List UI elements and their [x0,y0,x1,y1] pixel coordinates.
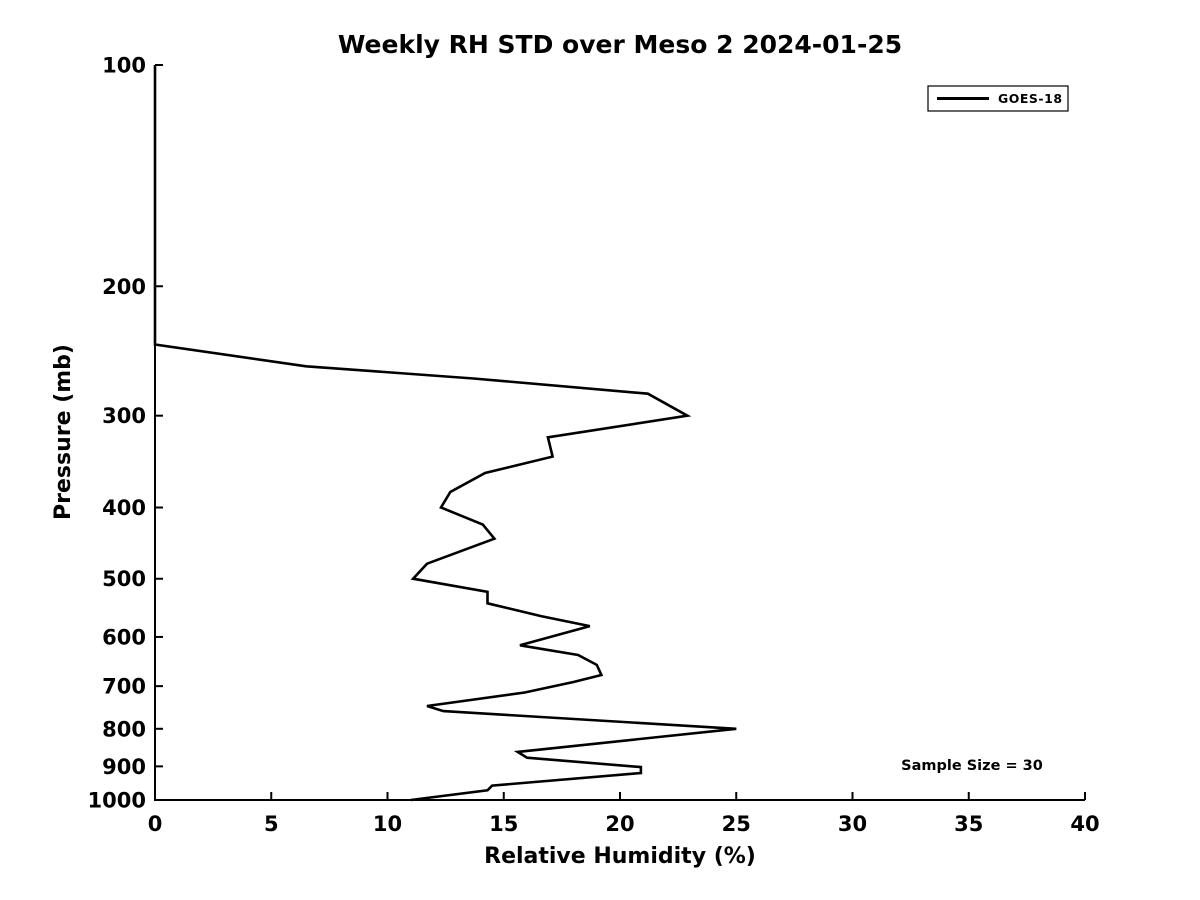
y-tick-label: 1000 [88,789,146,813]
x-tick-label: 10 [373,812,402,836]
x-tick-label: 20 [605,812,634,836]
y-tick-label: 600 [102,625,146,649]
goes18-series-line [153,65,737,802]
axes [154,65,1085,801]
y-tick-label: 900 [102,755,146,779]
y-tick-label: 800 [102,717,146,741]
x-tick-label: 25 [722,812,751,836]
y-tick-label: 300 [102,404,146,428]
x-axis-ticks: 0 5 10 15 20 25 30 35 40 [148,792,1100,836]
y-tick-label: 400 [102,496,146,520]
x-tick-label: 0 [148,812,163,836]
chart-title: Weekly RH STD over Meso 2 2024-01-25 [338,30,902,59]
x-tick-label: 35 [954,812,983,836]
y-tick-label: 200 [102,275,146,299]
legend-box: GOES-18 [927,85,1069,112]
legend-entry-label: GOES-18 [998,91,1063,106]
x-tick-label: 40 [1070,812,1099,836]
y-axis-ticks: 100 200 300 400 500 600 700 800 900 1000 [88,54,163,813]
x-tick-label: 30 [838,812,867,836]
sample-size-annotation: Sample Size = 30 [901,758,1043,774]
y-tick-label: 500 [102,567,146,591]
x-axis-label: Relative Humidity (%) [484,844,756,869]
y-tick-label: 100 [102,54,146,78]
x-tick-label: 15 [489,812,518,836]
x-tick-label: 5 [264,812,279,836]
y-axis-label: Pressure (mb) [51,344,76,520]
y-tick-label: 700 [102,675,146,699]
